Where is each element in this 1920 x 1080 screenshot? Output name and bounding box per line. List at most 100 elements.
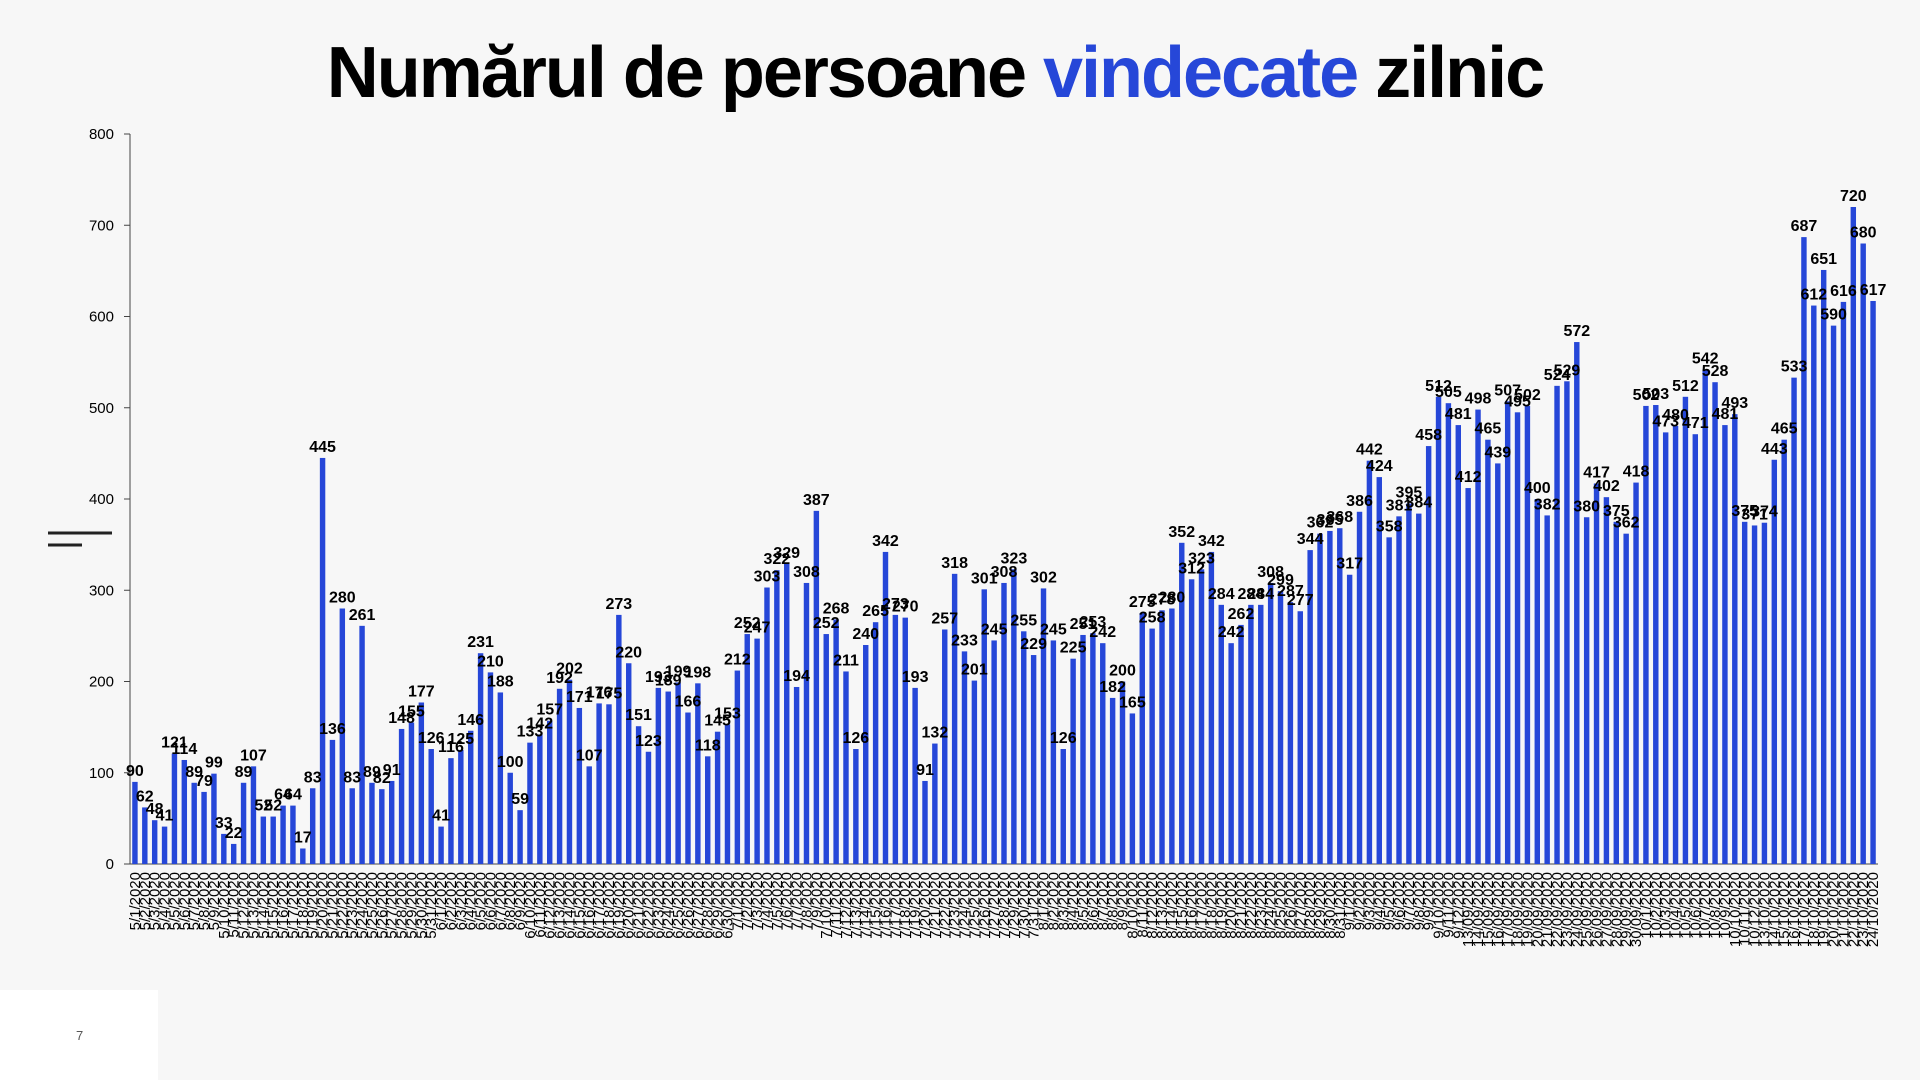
x-tick-label: 8/19/2020 [1213, 872, 1230, 939]
bar [1179, 542, 1185, 864]
bar [1870, 300, 1876, 864]
data-label: 245 [981, 621, 1008, 638]
x-tick-label: 5/12/2020 [236, 872, 253, 939]
data-label: 318 [941, 555, 968, 572]
data-label: 201 [961, 662, 988, 679]
x-tick-label: 10/2/2020 [1648, 872, 1665, 939]
x-tick-label: 5/15/2020 [265, 872, 282, 939]
x-tick-label: 22/09/2020 [1549, 872, 1566, 947]
data-label: 299 [1267, 572, 1294, 589]
data-label: 590 [1820, 307, 1847, 324]
bar [547, 720, 553, 864]
bar [774, 570, 780, 864]
x-tick-label: 23/10/2020 [1855, 872, 1872, 947]
data-label: 275 [1129, 594, 1156, 611]
bar [1593, 483, 1600, 864]
data-label: 502 [1514, 387, 1541, 404]
x-tick-label: 24/09/2020 [1569, 872, 1586, 947]
data-label: 284 [1208, 586, 1235, 603]
bar [596, 703, 602, 864]
data-label: 278 [1149, 591, 1176, 608]
x-tick-label: 29/09/2020 [1618, 872, 1635, 947]
bar [1475, 409, 1481, 864]
x-tick-label: 5/1/2020 [127, 872, 144, 930]
x-tick-label: 5/23/2020 [344, 872, 361, 939]
bar [1060, 749, 1066, 864]
x-tick-label: 9/9/2020 [1421, 872, 1438, 930]
data-label: 171 [566, 689, 593, 706]
bar [705, 756, 711, 864]
bar [201, 791, 207, 864]
bar [319, 457, 326, 864]
bar [872, 622, 879, 864]
bar [734, 670, 741, 864]
data-label: 344 [1297, 531, 1324, 548]
data-label: 192 [546, 670, 573, 687]
x-tick-label: 9/1/2020 [1342, 872, 1359, 930]
bar [1188, 579, 1195, 864]
bar [1761, 522, 1768, 864]
data-label: 270 [892, 599, 919, 616]
data-label: 493 [1721, 395, 1748, 412]
x-tick-label: 6/2/2020 [443, 872, 460, 930]
x-tick-label: 15/09/2020 [1480, 872, 1497, 947]
bar [1850, 207, 1857, 864]
data-label: 386 [1346, 493, 1373, 510]
bar [280, 805, 286, 864]
data-label: 188 [487, 673, 514, 690]
data-label: 41 [156, 808, 174, 825]
x-tick-label: 8/16/2020 [1184, 872, 1201, 939]
x-tick-label: 19/10/2020 [1816, 872, 1833, 947]
data-label: 233 [951, 632, 978, 649]
bar [1840, 301, 1847, 864]
bar [754, 638, 760, 864]
x-tick-label: 7/27/2020 [986, 872, 1003, 939]
x-tick-label: 25/09/2020 [1579, 872, 1596, 947]
bar [1337, 528, 1343, 864]
bar [892, 614, 899, 864]
bar [379, 789, 385, 864]
data-label: 261 [349, 607, 376, 624]
x-tick-label: 6/25/2020 [670, 872, 687, 939]
bar [1208, 551, 1215, 864]
bar [1050, 640, 1057, 864]
x-tick-label: 7/31/2020 [1026, 872, 1043, 939]
bar [1139, 613, 1145, 864]
data-label: 121 [161, 735, 188, 752]
bar [1722, 425, 1728, 864]
x-tick-label: 6/13/2020 [552, 872, 569, 939]
x-tick-label: 8/5/2020 [1075, 872, 1092, 930]
data-label: 443 [1761, 441, 1788, 458]
bar [724, 724, 731, 864]
x-tick-label: 8/12/2020 [1144, 872, 1161, 939]
bar [635, 726, 642, 864]
data-label: 362 [1613, 515, 1640, 532]
data-label: 251 [1070, 616, 1097, 633]
y-axis: 0 100 200 300 400 500 600 700 800 [89, 126, 131, 873]
data-label: 41 [432, 808, 450, 825]
bar [349, 788, 355, 864]
data-label: 133 [517, 724, 544, 741]
x-tick-label: 8/26/2020 [1282, 872, 1299, 939]
x-tick-label: 6/17/2020 [591, 872, 608, 939]
x-tick-label: 7/26/2020 [976, 872, 993, 939]
y-tick-label: 600 [89, 309, 114, 326]
data-label: 280 [1159, 590, 1186, 607]
x-tick-label: 21/10/2020 [1835, 872, 1852, 947]
bar [1100, 643, 1106, 864]
bar [1011, 569, 1017, 864]
data-label: 145 [704, 713, 731, 730]
data-label: 211 [833, 652, 859, 669]
data-label: 202 [556, 661, 583, 678]
x-tick-label: 7/1/2020 [729, 872, 746, 930]
x-tick-label: 6/20/2020 [621, 872, 638, 939]
x-tick-label: 30/09/2020 [1628, 872, 1645, 947]
bar [626, 663, 632, 864]
bar [922, 780, 928, 864]
x-tick-label: 6/30/2020 [719, 872, 736, 939]
bar [1218, 604, 1224, 864]
x-tick-label: 5/29/2020 [403, 872, 420, 939]
bars-group [132, 207, 1876, 865]
x-tick-label: 7/20/2020 [917, 872, 934, 939]
data-label: 495 [1504, 393, 1531, 410]
